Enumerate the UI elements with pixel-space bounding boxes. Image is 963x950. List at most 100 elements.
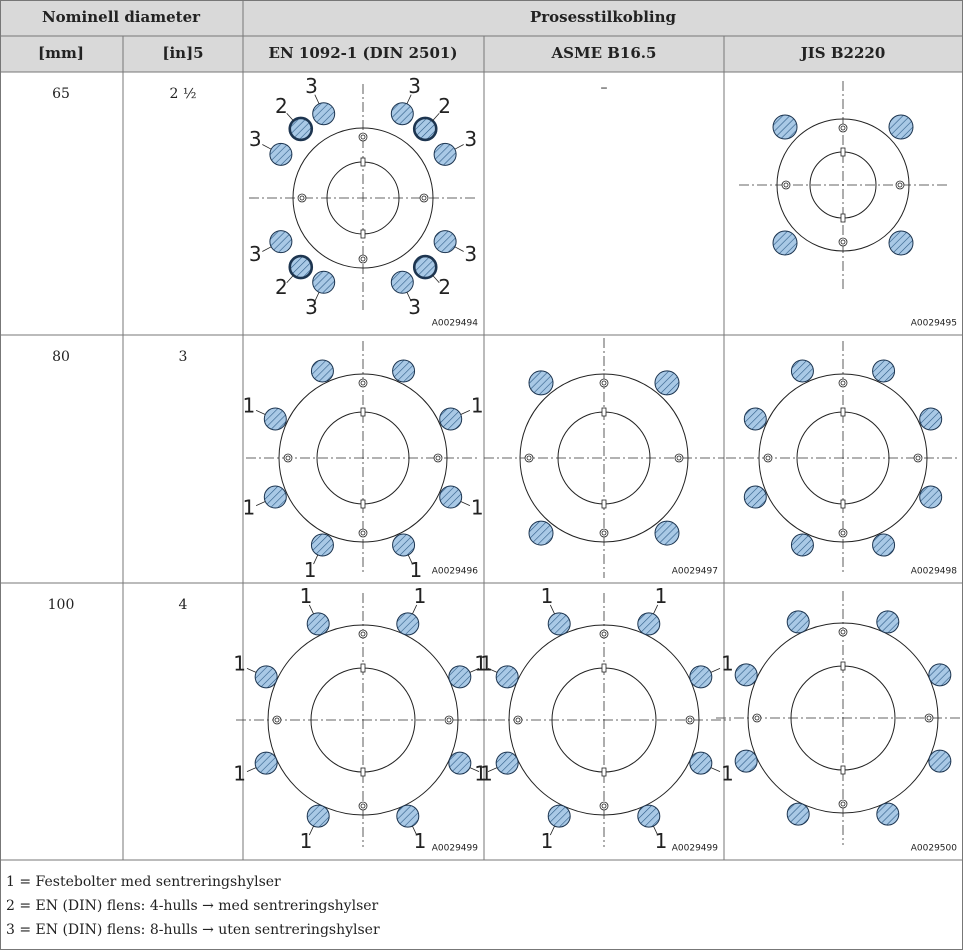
nominal-in: 4: [179, 597, 188, 613]
callout: 3: [464, 127, 477, 151]
bolt: [263, 485, 287, 509]
figure-code: A0029499: [432, 844, 479, 854]
centering-hole: [763, 453, 773, 463]
centering-hole: [274, 717, 280, 723]
bolt: [439, 407, 463, 431]
centering-hole: [419, 193, 429, 203]
callout: 1: [233, 652, 246, 676]
callout: 3: [305, 74, 318, 98]
callout: 3: [249, 127, 262, 151]
callout: 2: [438, 275, 451, 299]
nominal-mm: 80: [52, 349, 70, 365]
bolt: [312, 102, 336, 126]
bolt: [689, 665, 713, 689]
bolt: [888, 114, 914, 140]
bolt: [306, 612, 330, 636]
callout: 1: [242, 495, 255, 519]
centering-hole: [283, 453, 293, 463]
leader: [406, 292, 412, 302]
leader: [549, 604, 555, 615]
bolt: [254, 751, 278, 775]
callout: 1: [471, 495, 484, 519]
bolt: [288, 116, 314, 142]
centering-hole: [285, 455, 291, 461]
centering-hole: [676, 455, 682, 461]
figure-code: A0029497: [672, 567, 718, 577]
centering-hole: [765, 455, 771, 461]
notch: [840, 765, 846, 775]
centering-hole: [515, 717, 521, 723]
bolt: [872, 359, 896, 383]
leader: [710, 667, 721, 673]
callout: 1: [655, 829, 668, 853]
bolt: [637, 612, 661, 636]
centering-hole: [599, 378, 609, 388]
leader: [286, 275, 294, 283]
centering-hole: [601, 803, 607, 809]
nominal-mm: 65: [52, 86, 70, 102]
bolt: [734, 749, 758, 773]
callout: 2: [275, 275, 288, 299]
centering-hole: [524, 453, 534, 463]
bolt: [872, 533, 896, 557]
callout: 1: [474, 652, 487, 676]
centering-hole: [433, 453, 443, 463]
centering-hole: [840, 629, 846, 635]
callout: 3: [408, 295, 421, 319]
callout: 3: [305, 295, 318, 319]
centering-hole: [687, 717, 693, 723]
callout: 1: [541, 584, 554, 608]
callout: 2: [275, 94, 288, 118]
flange-drawing: [726, 341, 960, 575]
figure-code: A0029494: [432, 319, 479, 329]
centering-hole: [838, 123, 848, 133]
bolt: [392, 533, 416, 557]
empty-mark: –: [601, 80, 608, 96]
bolt: [396, 612, 420, 636]
leader: [314, 94, 320, 104]
figure-code: A0029499: [672, 844, 719, 854]
bolt: [412, 116, 438, 142]
centering-hole: [674, 453, 684, 463]
bolt: [306, 804, 330, 828]
bolt: [772, 114, 798, 140]
notch: [840, 213, 846, 223]
centering-hole: [358, 528, 368, 538]
callout: 1: [304, 558, 317, 582]
group-header: Nominell diameter: [42, 8, 201, 26]
flange-drawing: [716, 591, 963, 845]
bolt: [269, 142, 293, 166]
leader: [432, 275, 440, 283]
bolt: [390, 102, 414, 126]
centering-hole: [358, 132, 368, 142]
callout: 1: [414, 829, 427, 853]
leader: [314, 292, 320, 302]
callout: 3: [464, 242, 477, 266]
centering-hole: [446, 717, 452, 723]
leader: [308, 604, 314, 615]
bolt: [528, 520, 554, 546]
flange-body: [292, 127, 434, 269]
centering-hole: [444, 715, 454, 725]
notch: [601, 767, 607, 777]
callout: 1: [480, 652, 493, 676]
figure-code: A0029496: [432, 567, 479, 577]
centering-hole: [838, 799, 848, 809]
bolt: [310, 533, 334, 557]
callout: 3: [408, 74, 421, 98]
leader: [286, 113, 294, 121]
bolt: [689, 751, 713, 775]
notch: [360, 157, 366, 167]
leader: [487, 667, 498, 673]
centering-hole: [360, 380, 366, 386]
leader: [469, 767, 480, 773]
centering-hole: [897, 182, 903, 188]
nominal-mm: 100: [48, 597, 75, 613]
leader: [412, 825, 418, 836]
figure-code: A0029498: [911, 567, 958, 577]
notch: [360, 663, 366, 673]
bolt: [288, 254, 314, 280]
centering-hole: [360, 803, 366, 809]
flange-body: [747, 622, 939, 814]
